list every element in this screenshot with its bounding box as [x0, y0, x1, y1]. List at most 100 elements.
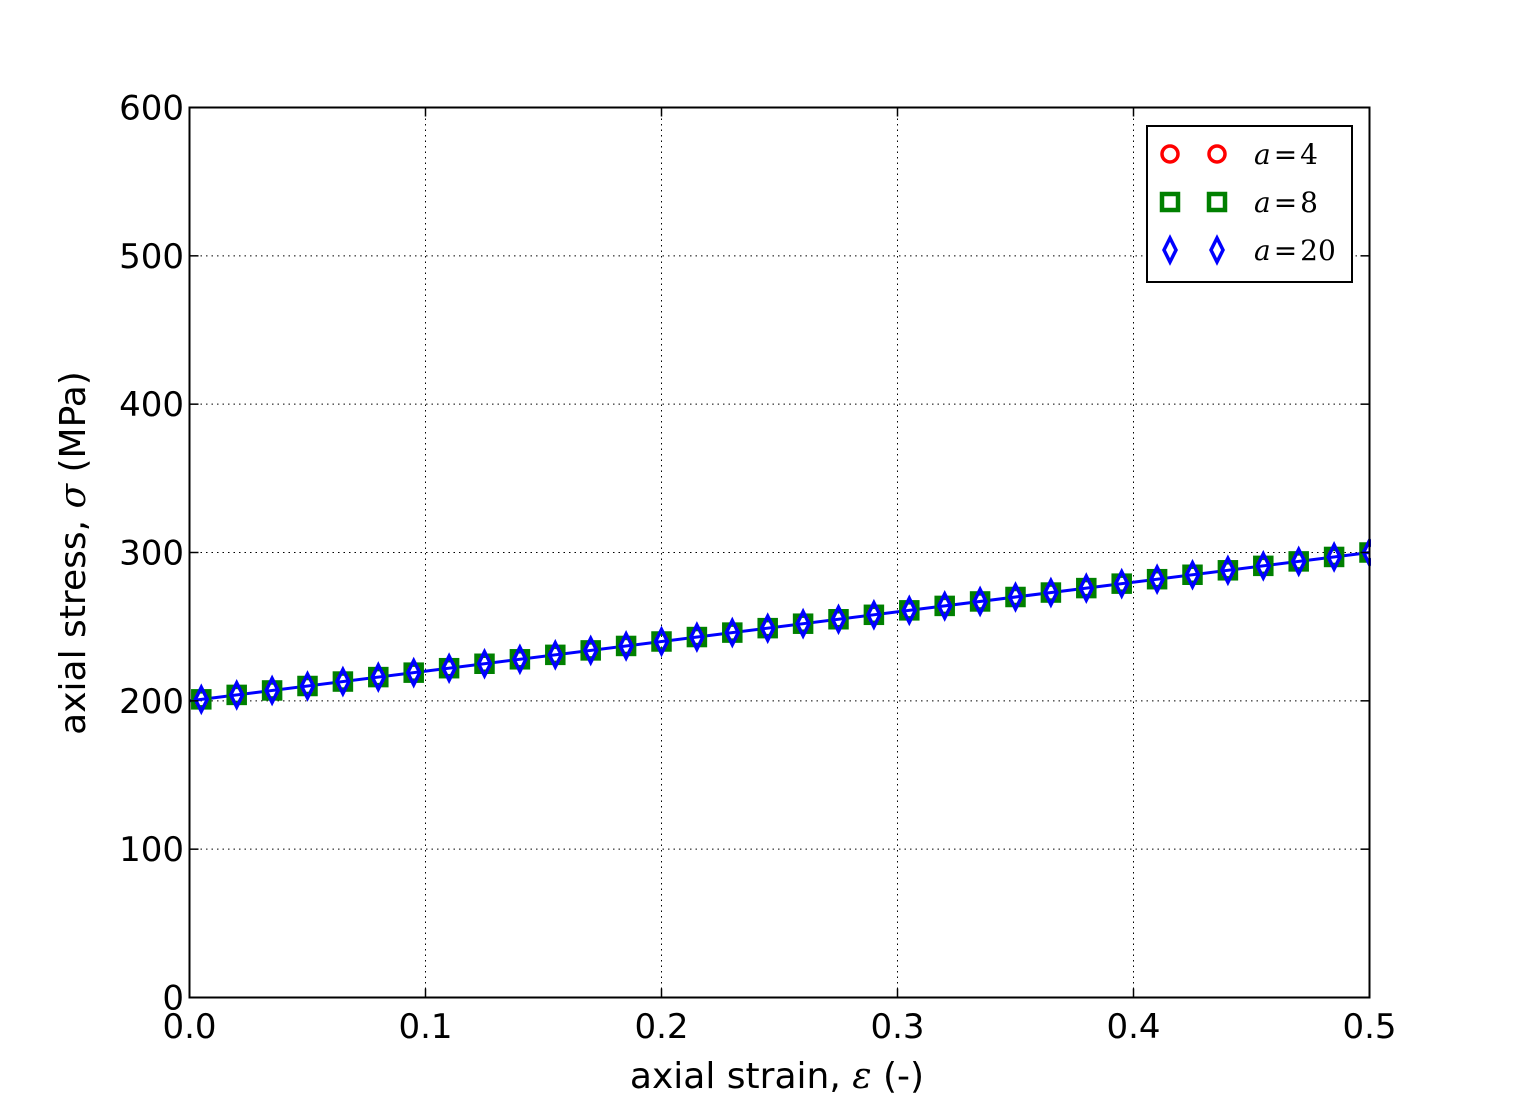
legend-val-a4: 4 [1300, 138, 1318, 171]
data-point-diamond [1255, 549, 1272, 582]
x-tick-label: 0.5 [1342, 1007, 1396, 1047]
x-axis-label: axial strain, ε (-) [630, 1056, 924, 1097]
data-point-diamond [1326, 541, 1343, 573]
data-point-diamond [901, 594, 918, 627]
data-point-diamond [1184, 558, 1201, 591]
data-point-square [1040, 582, 1062, 603]
x-tick-label: 0.1 [398, 1007, 452, 1047]
data-point-diamond [1042, 576, 1059, 609]
data-point-square [899, 600, 920, 621]
data-point-square [191, 689, 212, 710]
y-tick-label: 0 [162, 979, 184, 1019]
legend-var-a4: a [1254, 138, 1271, 171]
y-tick-label: 500 [119, 237, 184, 277]
data-point-diamond [476, 647, 493, 680]
data-point-diamond [441, 652, 458, 685]
data-point-diamond [370, 661, 387, 694]
data-point-diamond [228, 678, 245, 711]
data-point-diamond [795, 607, 812, 640]
data-point-square [1323, 546, 1345, 568]
legend-var-a8: a [1254, 186, 1271, 219]
data-point-diamond [865, 598, 882, 631]
legend-var-a20: a [1254, 234, 1271, 267]
legend-marker-diamond [1209, 234, 1225, 266]
data-point-diamond [1290, 545, 1307, 578]
y-axis-label: axial stress, σ (MPa) [53, 371, 94, 735]
data-point-diamond [1113, 567, 1130, 600]
legend-markers [1159, 144, 1228, 266]
data-point-diamond [299, 670, 316, 702]
legend-marker-square [1159, 191, 1181, 213]
y-tick-label: 200 [119, 682, 184, 722]
data-point-square [615, 635, 637, 657]
legend-marker-square [1206, 191, 1228, 213]
data-point-diamond [511, 643, 528, 676]
data-point-square [1253, 555, 1274, 577]
legend-label-a8: a = 8 [1254, 186, 1318, 219]
y-axis-symbol: σ [53, 483, 94, 509]
data-point-diamond [405, 656, 422, 689]
x-tick-label: 0.3 [870, 1007, 924, 1047]
data-point-diamond [653, 625, 670, 658]
data-point-square [1005, 586, 1026, 608]
data-point-diamond [264, 674, 281, 707]
data-point-diamond [334, 665, 351, 698]
y-tick-label: 300 [119, 534, 184, 574]
data-point-square [261, 680, 283, 701]
legend-eq-a4: = [1274, 138, 1297, 171]
legend-eq-a8: = [1274, 186, 1297, 219]
x-axis-label-text: axial strain, [630, 1056, 852, 1097]
data-point-diamond [193, 683, 210, 716]
data-point-square [1217, 560, 1239, 581]
data-point-square [438, 657, 460, 679]
data-point-square [1182, 564, 1203, 585]
x-tick-label: 0.2 [634, 1007, 688, 1047]
data-point-square [792, 613, 814, 634]
data-point-square [757, 617, 778, 639]
data-point-diamond [1219, 554, 1236, 587]
data-point-square [1111, 573, 1132, 594]
legend-label-a4: a = 4 [1254, 138, 1318, 171]
data-point-square [686, 626, 708, 648]
legend-eq-a20: = [1274, 234, 1297, 267]
legend-marker-circle [1207, 144, 1227, 164]
data-point-square [969, 591, 991, 612]
legend-marker-circle [1160, 144, 1180, 164]
data-point-diamond [759, 612, 776, 645]
y-tick-label: 400 [119, 385, 184, 425]
series-a20 [193, 536, 1371, 716]
data-point-diamond [582, 634, 599, 667]
axis-ticks [188, 106, 1371, 999]
data-point-diamond [1007, 581, 1024, 613]
data-point-square [368, 666, 389, 688]
data-point-square [474, 653, 495, 674]
legend-frame [1146, 125, 1353, 283]
data-point-square [226, 684, 247, 706]
data-point-diamond [547, 638, 564, 671]
data-point-square [722, 622, 743, 643]
data-point-diamond [830, 603, 847, 636]
data-point-diamond [688, 621, 705, 653]
legend-val-a20: 20 [1300, 234, 1336, 267]
plot-area [189, 536, 1371, 716]
data-point-square [934, 595, 955, 617]
data-point-square [651, 631, 672, 652]
x-tick-label: 0.0 [162, 1007, 216, 1047]
data-point-diamond [1149, 563, 1166, 596]
data-point-diamond [936, 589, 953, 622]
legend-label-a20: a = 20 [1254, 234, 1336, 267]
data-point-square [828, 609, 849, 630]
data-point-diamond [724, 616, 741, 649]
y-tick-label: 600 [119, 89, 184, 129]
data-point-square [403, 662, 424, 683]
data-point-square [580, 640, 601, 661]
data-point-square [863, 604, 885, 626]
data-point-square [509, 649, 531, 670]
data-point-square [332, 671, 354, 692]
x-axis-symbol: ε [852, 1056, 871, 1097]
data-point-square [545, 644, 566, 666]
data-point-diamond [618, 630, 635, 662]
y-tick-label: 100 [119, 830, 184, 870]
x-tick-label: 0.4 [1106, 1007, 1160, 1047]
